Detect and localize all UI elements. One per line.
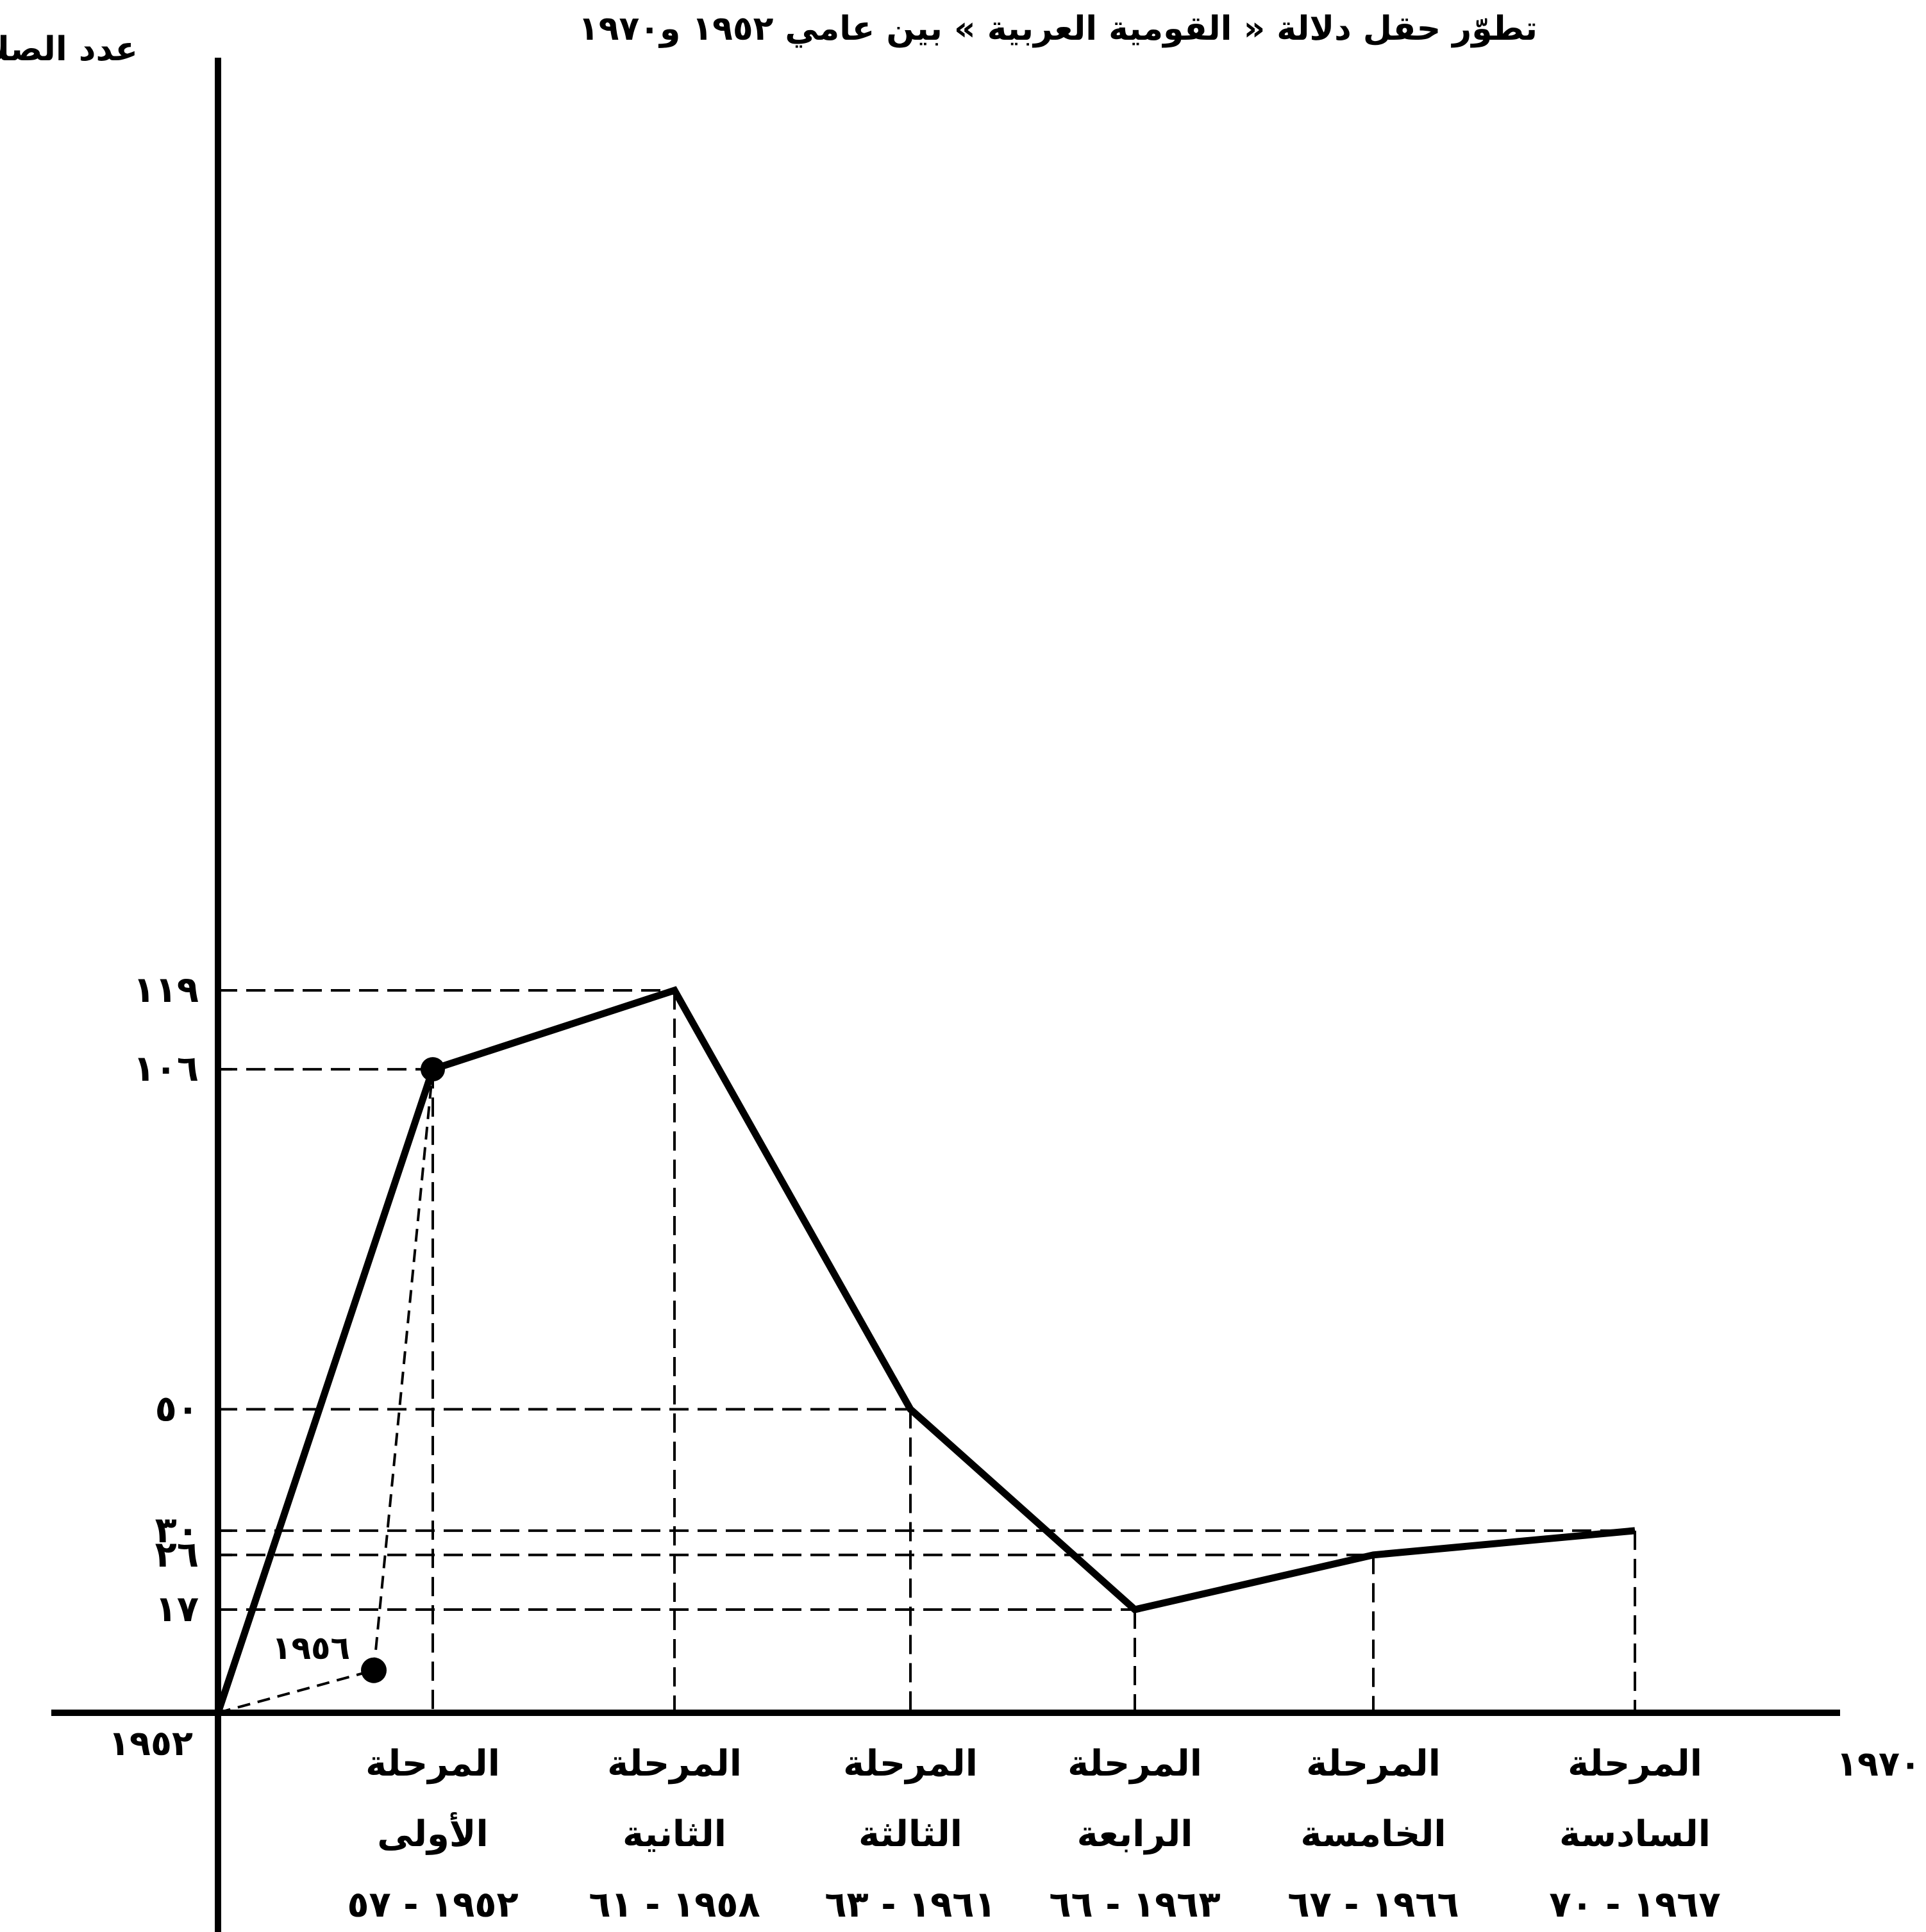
x-category-label: الثالثة	[858, 1813, 962, 1855]
x-category-label: المرحلة	[607, 1743, 742, 1785]
x-category-label: المرحلة	[843, 1743, 978, 1785]
x-category-years: ١٩٦١ - ٦٣	[825, 1884, 996, 1926]
x-category-label: الخامسة	[1300, 1813, 1446, 1855]
x-category-years: ١٩٥٨ - ٦١	[589, 1884, 760, 1926]
x-axis-end-label: ١٩٧٠	[1836, 1744, 1921, 1784]
annotation-line	[373, 1069, 434, 1670]
y-tick-label: ٢٦	[155, 1534, 199, 1576]
x-category-label: السادسة	[1559, 1813, 1711, 1855]
x-category-years: ١٩٦٧ - ٧٠	[1549, 1884, 1720, 1926]
y-axis-title: عدد الصلات	[0, 30, 138, 69]
x-category-label: المرحلة	[1068, 1743, 1202, 1785]
chart-title: تطوّر حقل دلالة « القومية العربية » بين …	[578, 10, 1537, 48]
annotation-line	[217, 1669, 374, 1714]
y-tick-label: ١٠٦	[133, 1048, 199, 1090]
annotation-label: ١٩٥٦	[272, 1629, 350, 1667]
x-category-label: المرحلة	[1568, 1743, 1702, 1785]
annotation-point	[361, 1657, 387, 1683]
y-tick-label: ٥٠	[155, 1388, 199, 1429]
y-tick-label: ١١٩	[133, 969, 199, 1011]
data-point	[421, 1057, 445, 1082]
x-axis-start-label: ١٩٥٢	[108, 1723, 193, 1763]
x-category-label: الثانية	[623, 1813, 726, 1855]
x-category-label: الرابعة	[1077, 1813, 1193, 1855]
x-category-label: المرحلة	[1306, 1743, 1441, 1785]
x-category-years: ١٩٥٢ - ٥٧	[347, 1884, 518, 1926]
x-category-label: الأولى	[377, 1811, 488, 1855]
x-category-label: المرحلة	[365, 1743, 500, 1785]
x-category-years: ١٩٦٣ - ٦٦	[1049, 1884, 1220, 1926]
x-category-years: ١٩٦٦ - ٦٧	[1287, 1884, 1459, 1926]
y-tick-label: ١٧	[155, 1588, 199, 1630]
y-tick-label: ٣٠	[155, 1510, 199, 1551]
